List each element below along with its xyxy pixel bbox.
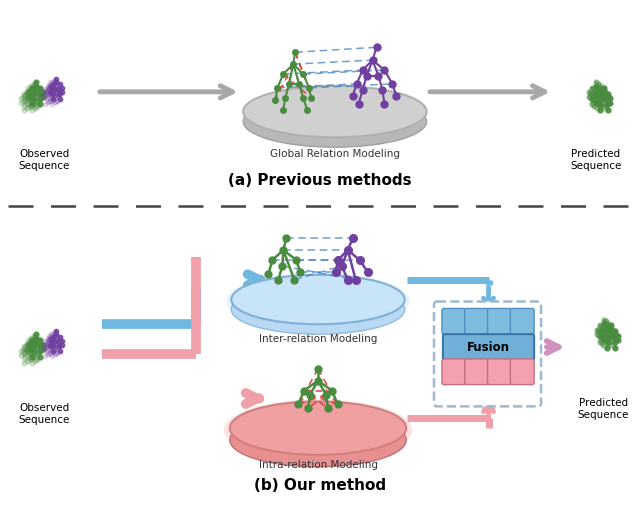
Text: (b) Our method: (b) Our method [254, 477, 386, 493]
FancyBboxPatch shape [465, 359, 488, 385]
Ellipse shape [243, 86, 427, 138]
Ellipse shape [224, 400, 412, 461]
FancyBboxPatch shape [465, 308, 488, 334]
Text: Observed
Sequence: Observed Sequence [19, 149, 70, 171]
Ellipse shape [231, 275, 404, 324]
Ellipse shape [230, 401, 406, 455]
Ellipse shape [227, 273, 410, 330]
Ellipse shape [230, 414, 406, 467]
Text: Predicted
Sequence: Predicted Sequence [578, 399, 629, 420]
FancyBboxPatch shape [442, 359, 466, 385]
Text: Inter-relation Modeling: Inter-relation Modeling [259, 334, 377, 344]
FancyBboxPatch shape [488, 308, 511, 334]
FancyBboxPatch shape [510, 359, 534, 385]
Text: Predicted
Sequence: Predicted Sequence [570, 149, 621, 171]
FancyBboxPatch shape [488, 359, 511, 385]
Ellipse shape [231, 285, 404, 334]
Text: Intra-relation Modeling: Intra-relation Modeling [259, 460, 378, 470]
FancyBboxPatch shape [434, 301, 541, 406]
Ellipse shape [243, 96, 427, 147]
FancyBboxPatch shape [443, 334, 534, 360]
Text: Fusion: Fusion [467, 340, 510, 353]
FancyBboxPatch shape [510, 308, 534, 334]
FancyBboxPatch shape [442, 308, 466, 334]
Text: Observed
Sequence: Observed Sequence [19, 403, 70, 425]
Text: (a) Previous methods: (a) Previous methods [228, 173, 412, 188]
Text: Global Relation Modeling: Global Relation Modeling [270, 149, 400, 159]
